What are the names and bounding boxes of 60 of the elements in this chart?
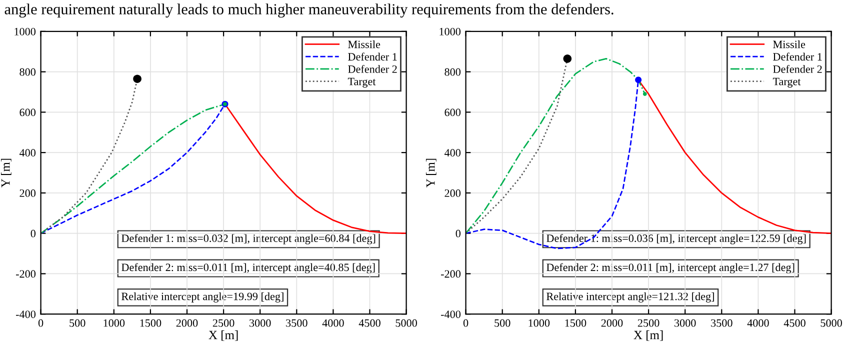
legend-label: Missile [348, 40, 380, 48]
x-axis-title: X [m] [634, 330, 663, 341]
y-tick-label: 400 [19, 149, 36, 157]
annotation: Relative intercept angle=121.32 [deg] [546, 292, 714, 302]
x-tick-label: 2500 [212, 319, 234, 327]
legend-label: Defender 2 [348, 64, 397, 73]
y-tick-label: -200 [16, 270, 36, 278]
y-tick-label: 600 [444, 108, 461, 116]
x-tick-label: 0 [463, 319, 468, 327]
x-tick-label: 1500 [140, 319, 162, 327]
legend-label: Defender 1 [348, 52, 397, 61]
y-axis-title: Y [m] [426, 158, 436, 188]
x-tick-label: 5000 [396, 319, 417, 327]
y-tick-label: -400 [16, 310, 36, 318]
y-tick-label: 0 [30, 230, 36, 238]
x-tick-label: 3000 [250, 319, 271, 327]
legend-label: Missile [773, 40, 806, 48]
x-tick-label: 0 [38, 319, 44, 327]
x-tick-label: 4000 [322, 319, 344, 327]
x-tick-label: 2000 [601, 319, 623, 327]
y-tick-label: 1000 [14, 28, 36, 36]
x-axis-title: X [m] [208, 330, 238, 341]
x-tick-label: 500 [70, 319, 86, 327]
x-tick-label: 1500 [565, 319, 586, 327]
y-axis-title: Y [m] [0, 158, 12, 188]
x-tick-label: 1000 [104, 319, 125, 327]
annotation: Defender 2: miss=0.011 [m], intercept angle=1.27 [deg] [546, 263, 794, 274]
y-tick-label: 0 [456, 230, 461, 238]
point [563, 54, 572, 63]
x-tick-label: 2500 [638, 319, 660, 327]
x-tick-label: 4000 [747, 319, 769, 327]
y-tick-label: 200 [444, 189, 461, 197]
legend-label: Target [772, 78, 801, 88]
y-tick-label: 400 [444, 149, 461, 157]
point [642, 92, 647, 96]
x-tick-label: 3500 [711, 319, 732, 327]
x-tick-label: 1000 [528, 319, 550, 327]
x-tick-label: 3000 [674, 319, 696, 327]
annotation: Relative intercept angle=19.99 [deg] [122, 292, 284, 302]
text: angle requirement naturally leads to much higher maneuverability requirements from the defenders. [4, 3, 614, 18]
point [635, 76, 642, 84]
y-tick-label: 800 [20, 68, 36, 76]
x-tick-label: 3500 [286, 319, 308, 327]
annotation: Defender 2: miss=0.011 [m], intercept angle=40.85 [deg] [122, 263, 375, 274]
y-tick-label: 600 [20, 108, 36, 116]
y-tick-label: -400 [440, 310, 461, 318]
x-tick-label: 4500 [784, 319, 806, 327]
legend-label: Defender 2 [773, 64, 822, 73]
y-tick-label: 1000 [440, 28, 461, 36]
x-tick-label: 500 [494, 319, 510, 327]
x-tick-label: 2000 [176, 319, 198, 327]
legend-label: Target [348, 78, 376, 88]
annotation: Defender 1: miss=0.032 [m], intercept angle=60.84 [deg] [122, 234, 376, 244]
y-tick-label: 200 [20, 189, 36, 197]
x-tick-label: 4500 [358, 319, 380, 327]
legend-label: Defender 1 [773, 52, 822, 61]
x-tick-label: 5000 [820, 319, 842, 327]
y-tick-label: -200 [440, 270, 461, 278]
y-tick-label: 800 [444, 68, 461, 76]
line-series [466, 58, 646, 234]
